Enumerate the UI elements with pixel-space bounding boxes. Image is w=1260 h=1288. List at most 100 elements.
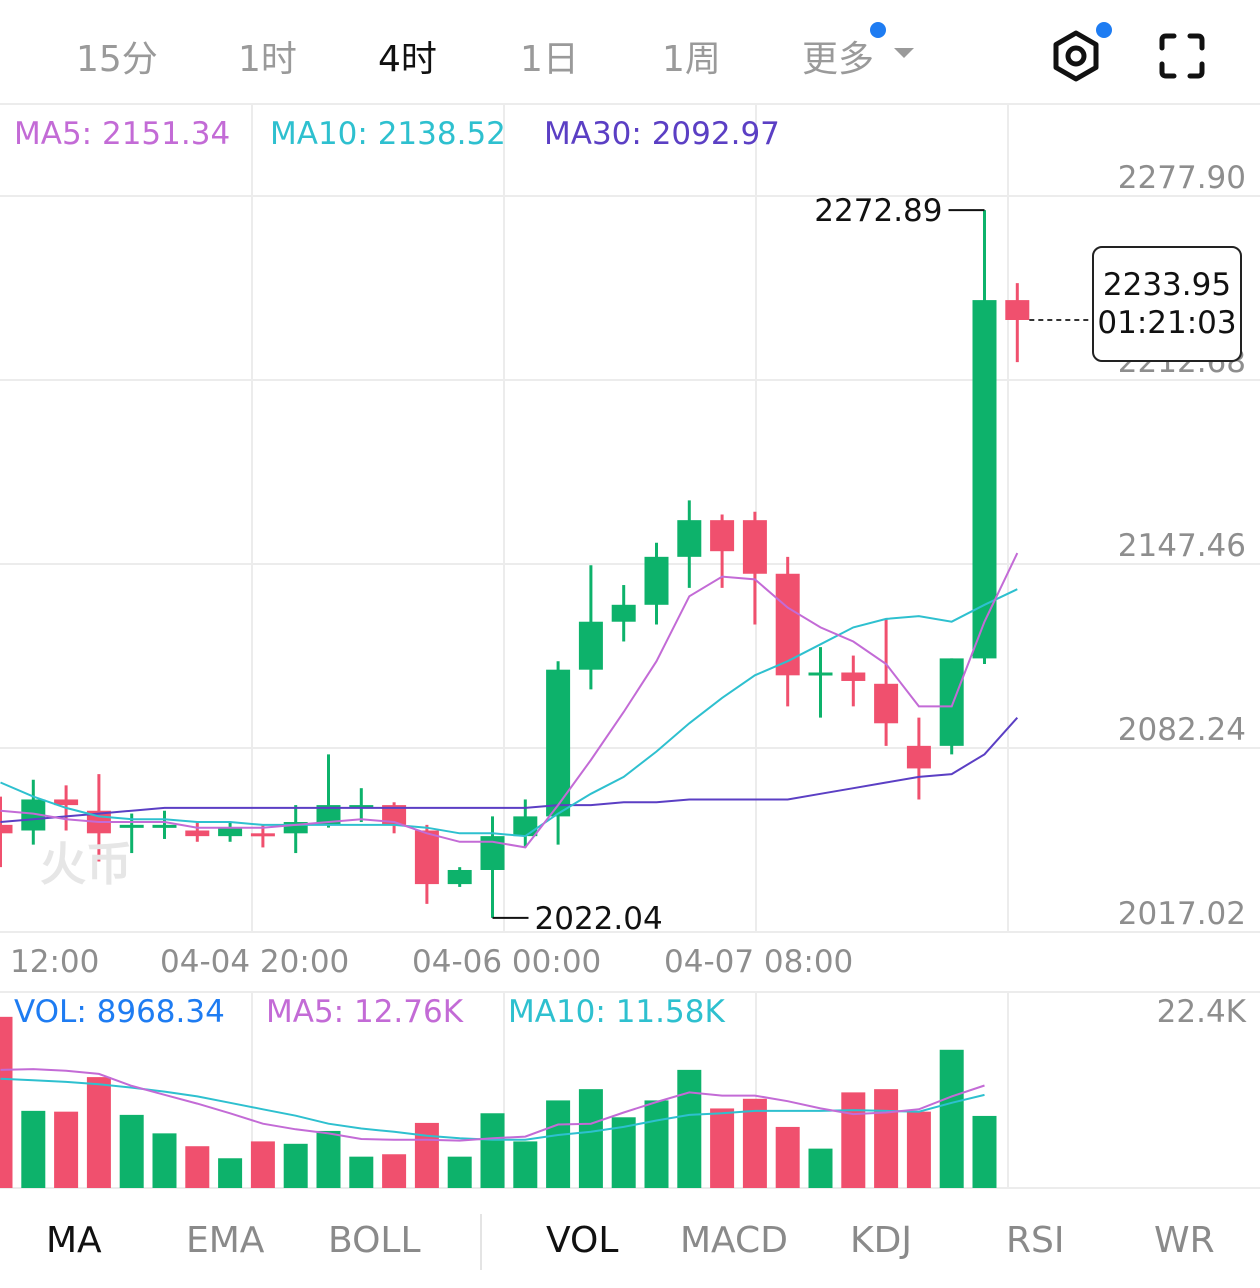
- candle-body: [54, 799, 79, 806]
- candle-body: [644, 556, 669, 605]
- candle-body: [611, 604, 636, 622]
- current-price-label: 2233.95: [1102, 267, 1232, 303]
- ma5-line: [0, 552, 1019, 849]
- candle-body: [185, 830, 210, 837]
- volume-bar: [218, 1158, 243, 1188]
- candle-body: [841, 672, 866, 681]
- volume-bar: [283, 1143, 308, 1188]
- candle-body: [874, 683, 899, 724]
- candle-body: [808, 672, 833, 676]
- volume-bar: [578, 1089, 603, 1188]
- volume-bar: [906, 1111, 931, 1188]
- legend-vol-ma5: MA5: 12.76K: [266, 994, 464, 1030]
- settings-hex-icon: [1053, 30, 1099, 82]
- volume-bar: [841, 1092, 866, 1188]
- volume-bar: [972, 1115, 997, 1188]
- countdown-label: 01:21:03: [1097, 305, 1237, 341]
- time-axis-label: 12:00: [10, 944, 100, 980]
- volume-bar: [0, 1016, 13, 1188]
- volume-bar: [874, 1089, 899, 1188]
- indicator-divider: [480, 1214, 482, 1270]
- fullscreen-icon: [1159, 33, 1205, 79]
- indicator-boll[interactable]: BOLL: [328, 1220, 421, 1261]
- vol-ma10-line: [0, 1077, 985, 1141]
- low-marker-label: 2022.04: [535, 901, 663, 937]
- high-marker-label: 2272.89: [814, 193, 942, 229]
- candle-body: [939, 658, 964, 746]
- more-notification-dot: [870, 22, 886, 38]
- volume-bar: [480, 1113, 505, 1188]
- current-price-box: 2233.95 01:21:03: [1092, 246, 1242, 362]
- volume-bar: [185, 1146, 210, 1188]
- candle-body: [382, 805, 407, 825]
- volume-bar: [742, 1098, 767, 1188]
- legend-ma30: MA30: 2092.97: [544, 116, 780, 152]
- ma30-line: [0, 717, 1019, 823]
- indicator-vol[interactable]: VOL: [546, 1220, 619, 1261]
- chevron-down-icon: [894, 48, 914, 58]
- settings-notification-dot: [1096, 22, 1112, 38]
- volume-bar: [152, 1133, 177, 1188]
- tab-1d[interactable]: 1日: [520, 39, 579, 80]
- candle-body: [316, 805, 341, 825]
- candle-body: [119, 824, 144, 828]
- candle-body: [710, 520, 735, 552]
- volume-bar: [119, 1114, 144, 1188]
- volume-bar: [644, 1100, 669, 1188]
- volume-bar: [546, 1100, 571, 1188]
- legend-vol: VOL: 8968.34: [14, 994, 225, 1030]
- fullscreen-button[interactable]: [1158, 32, 1206, 80]
- settings-button[interactable]: [1050, 30, 1102, 82]
- tab-more[interactable]: 更多: [802, 39, 875, 80]
- volume-bar: [447, 1156, 472, 1188]
- indicator-ma[interactable]: MA: [46, 1220, 102, 1261]
- indicator-macd[interactable]: MACD: [680, 1220, 788, 1261]
- volume-bar: [677, 1069, 702, 1188]
- volume-bar: [513, 1141, 538, 1188]
- indicator-rsi[interactable]: RSI: [1006, 1220, 1065, 1261]
- volume-bar: [86, 1077, 111, 1188]
- tab-15m[interactable]: 15分: [76, 39, 158, 80]
- tab-1w[interactable]: 1周: [662, 39, 721, 80]
- indicator-kdj[interactable]: KDJ: [850, 1220, 912, 1261]
- volume-bar: [414, 1122, 439, 1188]
- volume-bar: [382, 1154, 407, 1188]
- legend-vol-ma10: MA10: 11.58K: [508, 994, 725, 1030]
- candle-body: [0, 824, 13, 834]
- indicator-wr[interactable]: WR: [1154, 1220, 1215, 1261]
- candle-body: [152, 824, 177, 828]
- candle-body: [218, 827, 243, 837]
- candle-body: [447, 869, 472, 885]
- watermark-logo: 火币: [40, 837, 132, 891]
- candle-body: [283, 822, 308, 834]
- candle-body: [414, 830, 439, 885]
- volume-bar: [54, 1111, 79, 1188]
- candle-body: [250, 833, 275, 837]
- candle-body: [578, 621, 603, 670]
- volume-bar: [808, 1148, 833, 1188]
- vol-ma5-line: [0, 1068, 985, 1142]
- volume-bar: [349, 1156, 374, 1188]
- candle-body: [775, 573, 800, 676]
- time-axis-label: 04-04 20:00: [160, 944, 350, 980]
- price-axis-label: 2017.02: [1117, 896, 1246, 932]
- time-axis-label: 04-07 08:00: [664, 944, 854, 980]
- volume-axis-max: 22.4K: [1156, 994, 1246, 1030]
- price-axis-label: 2147.46: [1117, 528, 1246, 564]
- candle-body: [349, 805, 374, 809]
- tab-4h[interactable]: 4时: [378, 39, 437, 80]
- volume-bar: [316, 1130, 341, 1188]
- tab-1h[interactable]: 1时: [238, 39, 297, 80]
- legend-ma5: MA5: 2151.34: [14, 116, 231, 152]
- volume-bar: [21, 1110, 46, 1188]
- candle-body: [546, 669, 571, 817]
- candle-body: [742, 520, 767, 574]
- candle-body: [1005, 300, 1030, 320]
- legend-ma10: MA10: 2138.52: [270, 116, 506, 152]
- indicator-ema[interactable]: EMA: [186, 1220, 265, 1261]
- candle-body: [972, 300, 997, 659]
- ma10-line: [0, 588, 1018, 838]
- time-axis-label: 04-06 00:00: [412, 944, 602, 980]
- candle-body: [677, 520, 702, 557]
